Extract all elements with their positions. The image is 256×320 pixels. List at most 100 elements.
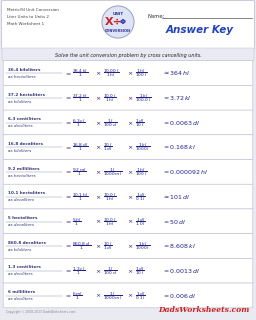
FancyBboxPatch shape (3, 184, 253, 209)
Text: $= 0.000092\,hl$: $= 0.000092\,hl$ (162, 168, 208, 176)
FancyBboxPatch shape (3, 110, 253, 135)
Text: $\times$: $\times$ (127, 243, 133, 250)
FancyBboxPatch shape (3, 135, 253, 160)
Text: $\frac{1\,kl}{100.0\,l}$: $\frac{1\,kl}{100.0\,l}$ (135, 92, 152, 104)
Text: $\frac{10\,l}{1\,dl}$: $\frac{10\,l}{1\,dl}$ (103, 141, 112, 153)
Text: 37.2 hectoliters: 37.2 hectoliters (8, 92, 45, 97)
Text: $\times$: $\times$ (95, 193, 101, 201)
Text: $\frac{5\,hl}{1}$: $\frac{5\,hl}{1}$ (72, 216, 81, 228)
Text: as kiloliters: as kiloliters (8, 149, 31, 153)
Text: $= 8.608\,kl$: $= 8.608\,kl$ (162, 242, 196, 250)
Text: 16.8 decaliters: 16.8 decaliters (8, 142, 43, 146)
FancyBboxPatch shape (3, 209, 253, 234)
FancyBboxPatch shape (3, 258, 253, 283)
FancyBboxPatch shape (3, 159, 253, 184)
Text: $\times$: $\times$ (127, 168, 133, 176)
Text: as deciliters: as deciliters (8, 297, 33, 301)
Text: Copyright © 2008-2013 DadsWorksheets.com: Copyright © 2008-2013 DadsWorksheets.com (6, 310, 76, 314)
Text: $= 0.168\,kl$: $= 0.168\,kl$ (162, 143, 196, 151)
Text: $\frac{1\,dl}{10\,l}$: $\frac{1\,dl}{10\,l}$ (135, 117, 144, 129)
Text: $\times$: $\times$ (127, 218, 133, 225)
FancyBboxPatch shape (3, 234, 253, 258)
Text: $\times$: $\times$ (95, 218, 101, 225)
Text: $\frac{1\,dl}{10\,l}$: $\frac{1\,dl}{10\,l}$ (135, 265, 144, 277)
Text: $\frac{1\,l}{100\,cl}$: $\frac{1\,l}{100\,cl}$ (103, 117, 118, 129)
Text: 9.2 milliliters: 9.2 milliliters (8, 167, 40, 171)
Text: $\approx 101\,dl$: $\approx 101\,dl$ (162, 193, 190, 201)
Text: $=$: $=$ (64, 194, 72, 199)
Text: Name:: Name: (148, 14, 165, 20)
Text: $=$: $=$ (64, 293, 72, 298)
Text: $\frac{1\,l}{100\,cl}$: $\frac{1\,l}{100\,cl}$ (103, 265, 118, 277)
Text: Answer Key: Answer Key (166, 25, 234, 35)
Text: Metric/SI Unit Conversion: Metric/SI Unit Conversion (7, 8, 59, 12)
Text: as hectoliters: as hectoliters (8, 174, 36, 178)
Text: $\frac{37.2\,hl}{1}$: $\frac{37.2\,hl}{1}$ (72, 92, 88, 104)
Text: $\times$: $\times$ (127, 267, 133, 275)
Text: $= 0.0063\,dl$: $= 0.0063\,dl$ (162, 119, 200, 127)
Text: $\frac{1\,hl}{100\,l}$: $\frac{1\,hl}{100\,l}$ (135, 68, 147, 79)
Text: $= 0.0013\,dl$: $= 0.0013\,dl$ (162, 267, 200, 275)
Text: $\approx 364\,hl$: $\approx 364\,hl$ (162, 69, 190, 77)
Text: Math Worksheet 1: Math Worksheet 1 (7, 22, 44, 26)
Text: $\frac{16.8\,dl}{1}$: $\frac{16.8\,dl}{1}$ (72, 141, 88, 153)
Text: as decaliters: as decaliters (8, 223, 34, 227)
Text: $=$: $=$ (64, 170, 72, 175)
Text: DadsWorksheets.com: DadsWorksheets.com (159, 306, 250, 314)
Text: $\times$: $\times$ (127, 193, 133, 201)
Text: $= 0.006\,dl$: $= 0.006\,dl$ (162, 292, 196, 300)
Text: as deciliters: as deciliters (8, 124, 33, 128)
Text: $\times$: $\times$ (127, 94, 133, 102)
Text: $=$: $=$ (64, 96, 72, 100)
Text: $=$: $=$ (64, 244, 72, 249)
Text: X÷: X÷ (105, 17, 123, 27)
FancyBboxPatch shape (3, 61, 253, 85)
Text: $\times$: $\times$ (127, 144, 133, 151)
Text: $\frac{1\,kl}{1000\,l}$: $\frac{1\,kl}{1000\,l}$ (135, 141, 150, 153)
Text: $\times$: $\times$ (95, 69, 101, 77)
Text: $\times$: $\times$ (95, 243, 101, 250)
Text: Liter Units to Units 2: Liter Units to Units 2 (7, 15, 49, 19)
Text: $\frac{6.3\,cl}{1}$: $\frac{6.3\,cl}{1}$ (72, 117, 85, 129)
Text: $\frac{1.3\,cl}{1}$: $\frac{1.3\,cl}{1}$ (72, 265, 85, 277)
Text: $\times$: $\times$ (95, 292, 101, 300)
Text: 1.3 centiliters: 1.3 centiliters (8, 266, 41, 269)
Text: $\times$: $\times$ (95, 119, 101, 127)
Text: $\frac{10.0\,l}{1\,hl}$: $\frac{10.0\,l}{1\,hl}$ (103, 216, 117, 228)
Text: $\frac{36.4\,kl}{1}$: $\frac{36.4\,kl}{1}$ (72, 68, 88, 79)
Text: $\frac{1\,dl}{1.0\,l}$: $\frac{1\,dl}{1.0\,l}$ (135, 216, 146, 228)
Text: $\times$: $\times$ (127, 119, 133, 127)
Text: 36.4 kiloliters: 36.4 kiloliters (8, 68, 40, 72)
Text: $\times$: $\times$ (95, 168, 101, 176)
Text: $\frac{10.0\,l}{1\,hl}$: $\frac{10.0\,l}{1\,hl}$ (103, 92, 117, 104)
Text: $= 3.72\,kl$: $= 3.72\,kl$ (162, 94, 191, 102)
Text: $\frac{1\,hl}{100\,l}$: $\frac{1\,hl}{100\,l}$ (135, 166, 147, 178)
Text: $\frac{10.1\,hl}{1}$: $\frac{10.1\,hl}{1}$ (72, 191, 88, 203)
Text: $\frac{6\,ml}{1}$: $\frac{6\,ml}{1}$ (72, 290, 83, 302)
Text: 5 hectoliters: 5 hectoliters (8, 216, 37, 220)
Text: $\frac{1\,kl}{1000\,l}$: $\frac{1\,kl}{1000\,l}$ (135, 240, 150, 252)
FancyBboxPatch shape (3, 283, 253, 308)
Text: Solve the unit conversion problem by cross cancelling units.: Solve the unit conversion problem by cro… (55, 52, 201, 58)
Text: as decaliters: as decaliters (8, 198, 34, 202)
Text: CONVERSION: CONVERSION (105, 29, 131, 33)
Text: $\frac{1\,dl}{0.1\,l}$: $\frac{1\,dl}{0.1\,l}$ (135, 290, 146, 302)
Text: $\times$: $\times$ (127, 69, 133, 77)
Text: $\frac{860.8\,dl}{1}$: $\frac{860.8\,dl}{1}$ (72, 240, 91, 252)
Text: as kiloliters: as kiloliters (8, 248, 31, 252)
Text: as hectoliters: as hectoliters (8, 75, 36, 79)
Text: $\frac{10\,l}{1\,dl}$: $\frac{10\,l}{1\,dl}$ (103, 240, 112, 252)
Text: as kiloliters: as kiloliters (8, 100, 31, 104)
Text: $\frac{1\,l}{1000\,ml}$: $\frac{1\,l}{1000\,ml}$ (103, 166, 122, 178)
Text: as deciliters: as deciliters (8, 272, 33, 276)
Text: UNIT: UNIT (112, 12, 124, 16)
Circle shape (102, 6, 134, 38)
Text: 6.3 centiliters: 6.3 centiliters (8, 117, 41, 121)
Text: 10.1 hectoliters: 10.1 hectoliters (8, 191, 45, 195)
Text: $=$: $=$ (64, 219, 72, 224)
Text: $\frac{1\,l}{1000\,ml}$: $\frac{1\,l}{1000\,ml}$ (103, 290, 122, 302)
Text: $\frac{1\,dl}{0.1\,l}$: $\frac{1\,dl}{0.1\,l}$ (135, 191, 146, 203)
Text: 860.8 decaliters: 860.8 decaliters (8, 241, 46, 245)
Text: $\frac{10.0\,l}{1\,hl}$: $\frac{10.0\,l}{1\,hl}$ (103, 191, 117, 203)
Text: $\times$: $\times$ (95, 144, 101, 151)
